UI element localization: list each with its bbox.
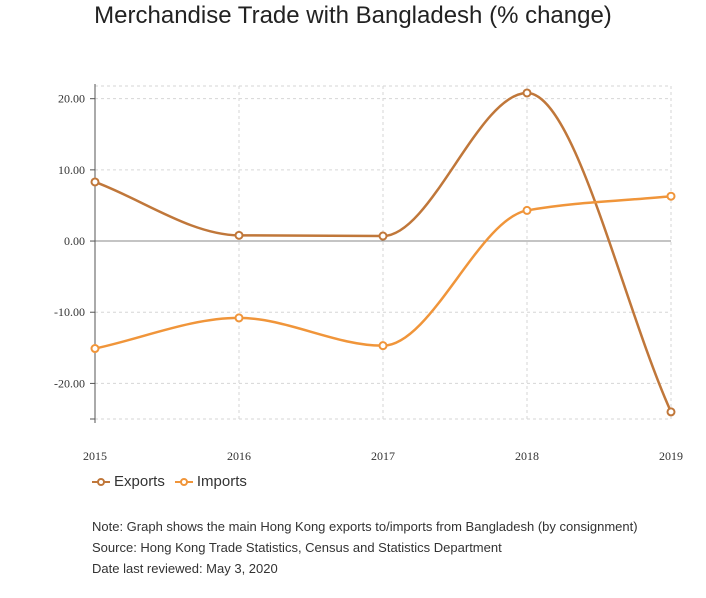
data-point-imports[interactable] xyxy=(90,344,100,354)
data-point-imports[interactable] xyxy=(666,191,676,201)
data-point-exports[interactable] xyxy=(90,177,100,187)
data-point-exports[interactable] xyxy=(234,230,244,240)
legend-label-imports: Imports xyxy=(196,473,247,490)
legend-item-imports[interactable]: Imports xyxy=(174,473,247,490)
chart-title: Merchandise Trade with Bangladesh (% cha… xyxy=(94,2,612,29)
y-tick-label: 10.00 xyxy=(58,163,85,177)
x-tick-label: 2018 xyxy=(515,449,539,463)
note-text: Note: Graph shows the main Hong Kong exp… xyxy=(92,519,638,534)
data-point-imports[interactable] xyxy=(234,313,244,323)
data-point-exports[interactable] xyxy=(666,407,676,417)
legend-marker-imports xyxy=(174,477,193,486)
data-point-imports[interactable] xyxy=(522,205,532,215)
series-points xyxy=(90,88,676,417)
y-tick-label: 0.00 xyxy=(64,234,85,248)
data-point-exports[interactable] xyxy=(522,88,532,98)
y-tick-label: 20.00 xyxy=(58,92,85,106)
legend-marker-exports xyxy=(92,477,110,486)
legend-label-exports: Exports xyxy=(114,473,165,490)
series-line-exports xyxy=(94,91,673,413)
grid-lines xyxy=(95,85,672,420)
data-point-exports[interactable] xyxy=(378,231,388,241)
series-line-imports xyxy=(94,194,672,350)
x-tick-label: 2019 xyxy=(659,449,683,463)
x-tick-label: 2015 xyxy=(83,449,107,463)
legend: Exports Imports xyxy=(92,473,257,490)
y-tick-label: -10.00 xyxy=(54,305,85,319)
x-tick-label: 2017 xyxy=(371,449,395,463)
x-tick-labels: 2015 2016 2017 2018 2019 xyxy=(83,449,683,463)
legend-item-exports[interactable]: Exports xyxy=(92,473,165,490)
x-tick-label: 2016 xyxy=(227,449,251,463)
data-point-imports[interactable] xyxy=(378,341,388,351)
series-lines xyxy=(94,91,673,413)
y-tick-label: -20.00 xyxy=(54,376,85,390)
y-tick-labels: 20.00 10.00 0.00 -10.00 -20.00 xyxy=(54,92,85,391)
axes xyxy=(90,84,671,423)
source-text: Source: Hong Kong Trade Statistics, Cens… xyxy=(92,540,502,555)
reviewed-text: Date last reviewed: May 3, 2020 xyxy=(92,561,278,576)
chart-notes: Note: Graph shows the main Hong Kong exp… xyxy=(92,516,638,579)
